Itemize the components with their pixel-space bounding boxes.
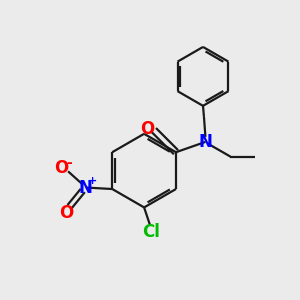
Text: Cl: Cl [142,223,160,241]
Text: N: N [199,133,212,151]
Text: +: + [88,176,97,186]
Text: O: O [140,120,154,138]
Text: O: O [59,204,73,222]
Text: N: N [79,178,93,196]
Text: -: - [67,155,72,170]
Text: O: O [55,159,69,177]
